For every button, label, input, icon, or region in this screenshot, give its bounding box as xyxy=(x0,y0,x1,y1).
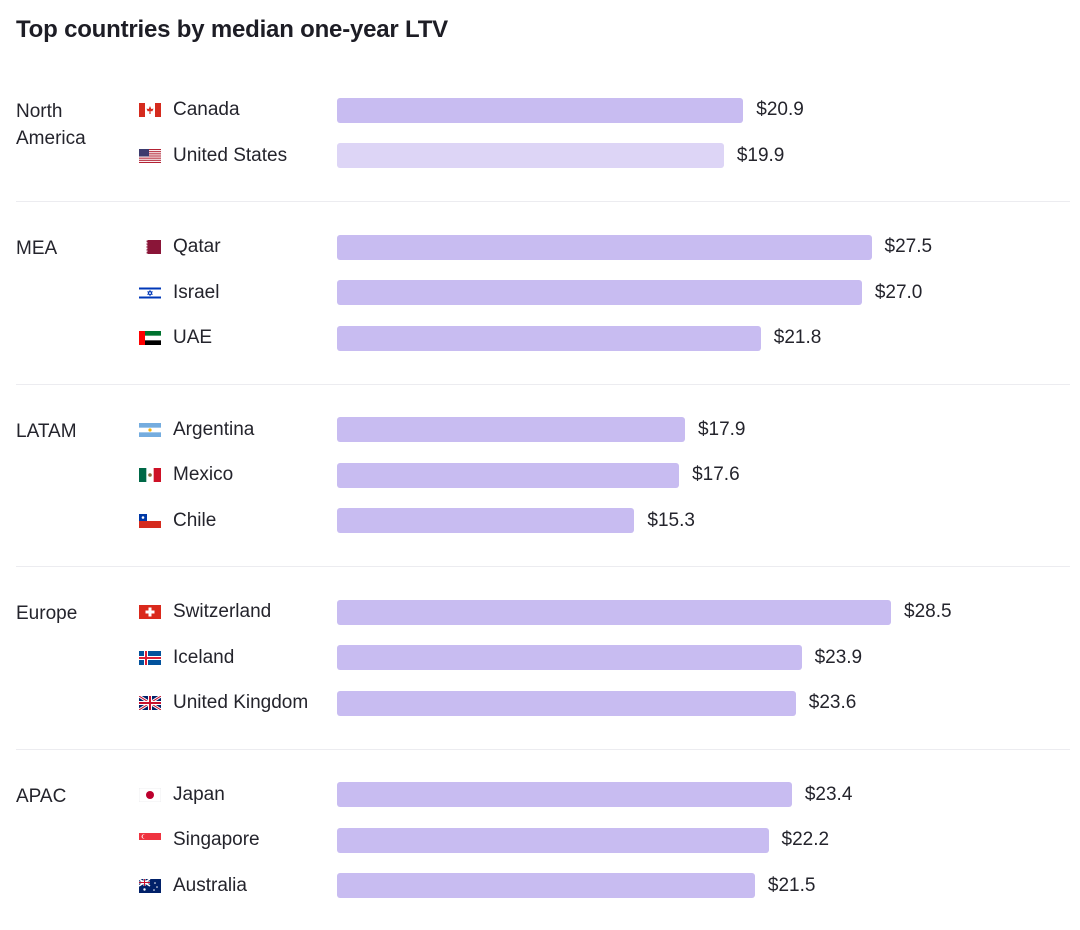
value-label: $23.6 xyxy=(808,692,857,713)
country-label: Australia xyxy=(173,874,247,896)
bar[interactable] xyxy=(337,782,792,807)
bar[interactable] xyxy=(337,280,862,305)
bar[interactable] xyxy=(337,690,796,716)
value-label: $21.8 xyxy=(773,327,822,348)
country-label: Mexico xyxy=(173,464,234,485)
uae-flag-icon xyxy=(139,331,161,345)
country-label: Iceland xyxy=(173,646,235,668)
country-label: Chile xyxy=(173,509,217,531)
value-label: $19.9 xyxy=(736,144,785,166)
region-label: LATAM xyxy=(16,420,77,442)
canada-flag-icon xyxy=(139,103,161,117)
value-label: $28.5 xyxy=(904,601,952,622)
region-label: APAC xyxy=(16,785,67,807)
bar[interactable] xyxy=(337,827,769,853)
value-label: $15.3 xyxy=(647,509,695,531)
australia-flag-icon xyxy=(139,878,161,893)
chile-flag-icon xyxy=(139,513,161,528)
value-label: $17.9 xyxy=(697,418,746,440)
united-states-flag-icon xyxy=(139,148,161,163)
iceland-flag-icon xyxy=(139,650,161,665)
value-label: $17.6 xyxy=(692,464,740,485)
bar[interactable] xyxy=(337,97,744,123)
value-label: $20.9 xyxy=(756,99,804,120)
group-divider xyxy=(16,383,1070,385)
mexico-flag-icon xyxy=(139,468,161,482)
country-label: United States xyxy=(173,144,288,166)
country-label: Qatar xyxy=(173,236,221,257)
bar[interactable] xyxy=(337,508,635,533)
value-label: $27.5 xyxy=(884,236,933,257)
value-label: $23.4 xyxy=(804,783,853,805)
bar[interactable] xyxy=(337,325,761,351)
group-divider xyxy=(16,566,1070,567)
value-label: $27.0 xyxy=(874,281,923,303)
bar[interactable] xyxy=(337,234,872,260)
bar[interactable] xyxy=(337,645,802,670)
value-label: $21.5 xyxy=(767,874,816,896)
bar[interactable] xyxy=(337,599,891,625)
country-label: United Kingdom xyxy=(173,692,309,713)
region-label: MEA xyxy=(16,238,58,259)
bar[interactable] xyxy=(337,462,680,488)
united-kingdom-flag-icon xyxy=(139,696,161,710)
country-label: Japan xyxy=(173,783,225,805)
value-label: $23.9 xyxy=(814,646,863,668)
group-divider xyxy=(16,201,1070,202)
israel-flag-icon xyxy=(139,285,161,300)
bar[interactable] xyxy=(337,873,755,898)
chart-title: Top countries by median one-year LTV xyxy=(16,16,448,43)
country-label: UAE xyxy=(173,327,213,348)
region-label: Europe xyxy=(16,603,78,624)
value-label: $22.2 xyxy=(781,829,830,850)
switzerland-flag-icon xyxy=(139,605,161,619)
country-label: Argentina xyxy=(173,418,255,440)
japan-flag-icon xyxy=(139,787,161,802)
country-label: Canada xyxy=(173,99,240,120)
argentina-flag-icon xyxy=(139,422,161,437)
qatar-flag-icon xyxy=(139,240,161,254)
country-label: Israel xyxy=(173,281,220,303)
country-label: Switzerland xyxy=(173,601,272,622)
country-label: Singapore xyxy=(173,829,260,850)
bar[interactable] xyxy=(337,143,724,168)
region-label: North America xyxy=(16,101,86,149)
bar[interactable] xyxy=(337,417,685,442)
group-divider xyxy=(16,748,1070,750)
singapore-flag-icon xyxy=(139,833,161,847)
